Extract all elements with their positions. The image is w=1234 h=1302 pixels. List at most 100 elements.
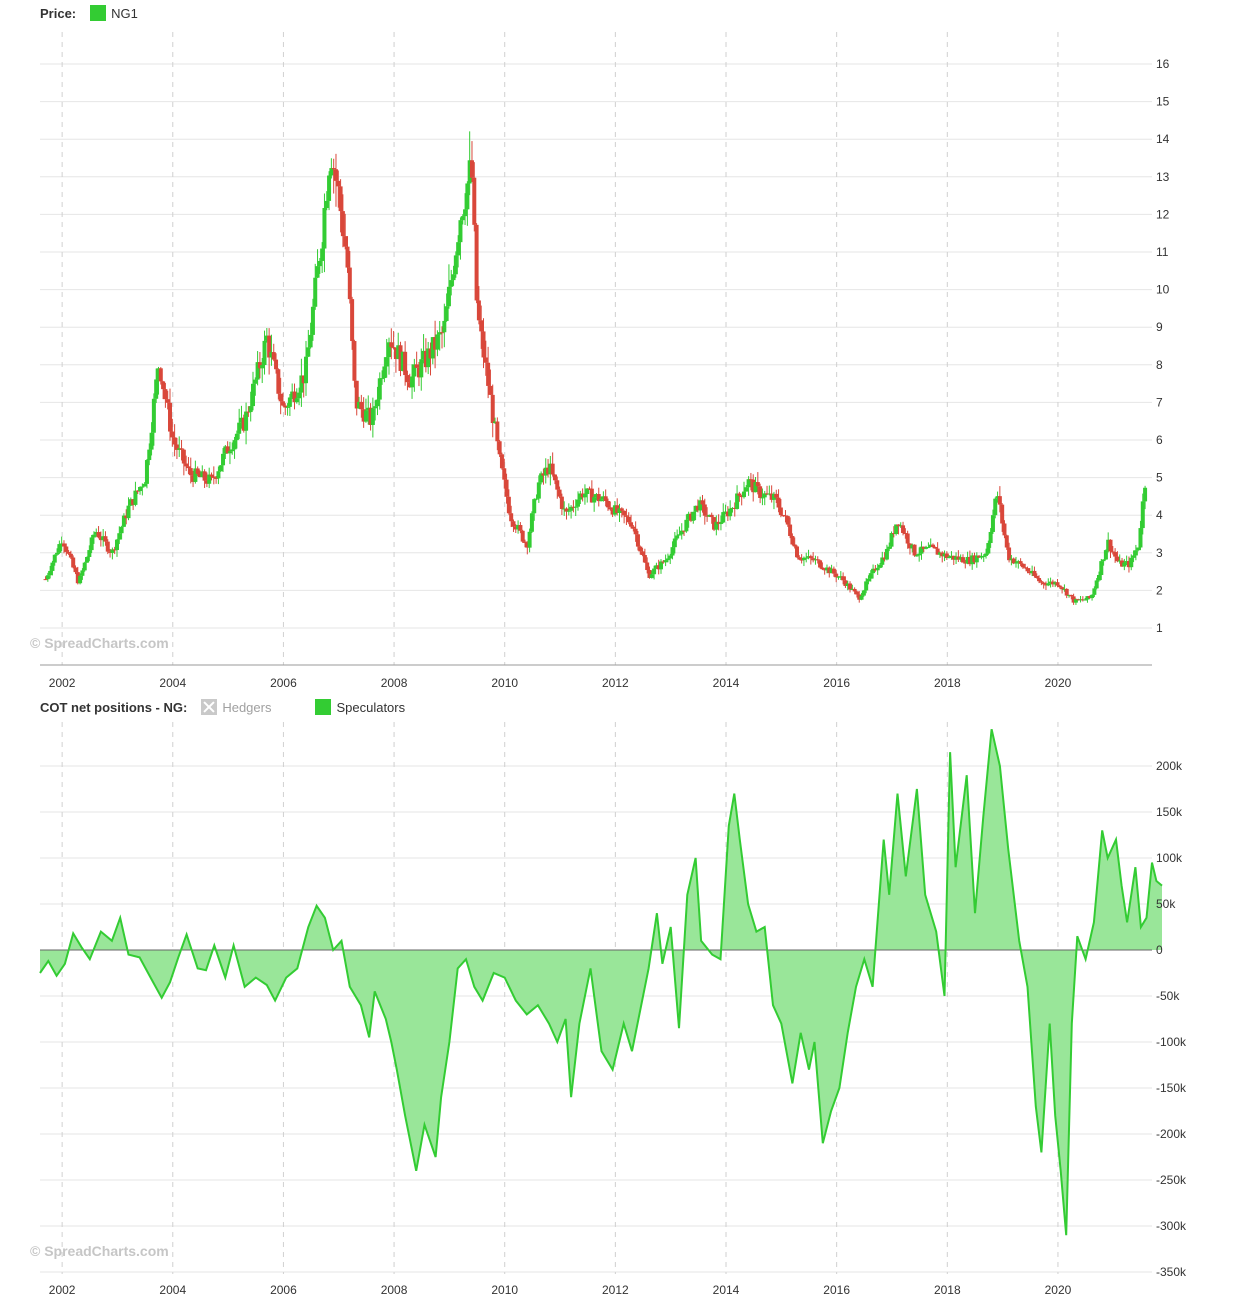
price-candle-body [354, 380, 359, 409]
price-candle-body [124, 515, 129, 519]
price-y-tick-label: 13 [1156, 170, 1170, 184]
price-candle-body [725, 511, 730, 517]
price-candle-body [117, 533, 122, 540]
price-y-tick-label: 7 [1156, 395, 1163, 409]
price-candle-body [158, 368, 163, 382]
price-candle-body [596, 494, 601, 502]
price-candle-body [801, 557, 806, 561]
price-candle-body [767, 493, 772, 495]
price-candle-body [850, 588, 855, 590]
price-candle-body [306, 347, 311, 357]
price-candle-body [419, 359, 424, 378]
price-candle-body [410, 376, 415, 388]
price-candle-body [1037, 578, 1042, 582]
price-candle-body [1136, 547, 1141, 551]
price-candle-body [695, 505, 700, 511]
price-candle-body [525, 542, 530, 548]
price-candle-body [894, 524, 899, 534]
price-candle-body [901, 525, 906, 533]
price-candle-body [619, 508, 624, 511]
price-x-tick-label: 2014 [713, 676, 740, 690]
price-candle-body [871, 568, 876, 574]
price-candle-body [380, 378, 385, 380]
price-candle-body [214, 477, 219, 479]
price-candle-body [506, 496, 511, 514]
price-candle-body [234, 433, 239, 441]
cot-y-tick-label: -200k [1156, 1127, 1187, 1141]
price-candle-body [377, 378, 382, 400]
price-candle-body [836, 576, 841, 578]
price-candle-body [61, 543, 66, 547]
price-candle-body [709, 514, 714, 518]
price-candle-body [87, 550, 92, 557]
price-candle-body [202, 471, 207, 481]
price-candle-body [460, 216, 465, 221]
price-candle-body [834, 573, 839, 578]
price-candle-body [366, 407, 371, 411]
price-y-tick-label: 15 [1156, 95, 1170, 109]
price-candle-body [144, 460, 149, 484]
price-candle-body [1090, 594, 1095, 599]
price-candle-body [534, 498, 539, 500]
price-candle-body [940, 552, 945, 557]
price-x-tick-label: 2010 [491, 676, 518, 690]
price-candle-body [917, 553, 922, 556]
price-candle-body [50, 562, 55, 571]
price-candle-body [548, 463, 553, 475]
price-candle-body [218, 465, 223, 472]
legend-item-speculators[interactable]: Speculators [315, 699, 405, 715]
price-candle-body [1140, 501, 1145, 529]
price-candle-body [1013, 562, 1018, 564]
price-candle-body [264, 335, 269, 341]
price-candle-body [287, 397, 292, 407]
price-candle-body [280, 401, 285, 406]
price-candle-body [818, 560, 823, 568]
price-watermark: © SpreadCharts.com [30, 635, 169, 651]
price-candle-body [126, 505, 131, 519]
price-candle-body [831, 568, 836, 574]
price-candle-body [310, 306, 315, 335]
price-candle-body [1060, 587, 1065, 590]
price-candle-body [944, 553, 949, 559]
price-candle-body [195, 468, 200, 474]
price-candle-body [163, 389, 168, 400]
price-candle-body [988, 531, 993, 544]
price-candle-body [841, 576, 846, 581]
price-candle-body [675, 535, 680, 539]
price-candle-body [935, 548, 940, 555]
price-candle-body [71, 557, 76, 568]
price-candle-body [131, 499, 136, 505]
price-candle-body [497, 441, 502, 455]
price-candle-body [928, 544, 933, 548]
price-candle-body [156, 368, 161, 380]
price-candle-body [905, 533, 910, 544]
price-candle-body [578, 493, 583, 500]
price-candle-body [663, 560, 668, 563]
cot-legend: COT net positions - NG: Hedgers Speculat… [40, 697, 449, 717]
price-candle-body [241, 417, 246, 431]
price-candle-body [368, 407, 373, 425]
price-candle-body [1096, 575, 1101, 581]
cot-y-tick-label: -150k [1156, 1081, 1187, 1095]
price-candle-body [179, 448, 184, 450]
price-candle-body [292, 391, 297, 403]
price-candle-body [481, 331, 486, 358]
price-candle-body [1023, 567, 1028, 569]
price-candle-body [1103, 550, 1108, 560]
price-candle-body [207, 474, 212, 484]
price-candle-body [778, 507, 783, 516]
price-candle-body [813, 559, 818, 561]
price-candle-body [209, 474, 214, 477]
legend-item-hedgers[interactable]: Hedgers [201, 699, 271, 715]
price-candle-body [774, 493, 779, 498]
price-candle-body [276, 369, 281, 394]
price-candle-body [799, 559, 804, 561]
legend-item-ng1[interactable]: NG1 [90, 5, 138, 21]
price-candle-body [96, 532, 101, 538]
price-candle-body [633, 528, 638, 535]
cot-legend-title: COT net positions - NG: [40, 699, 188, 715]
price-candle-body [603, 496, 608, 501]
price-candle-body [423, 350, 428, 368]
price-candle-body [712, 517, 717, 530]
cot-y-tick-label: 100k [1156, 851, 1183, 865]
